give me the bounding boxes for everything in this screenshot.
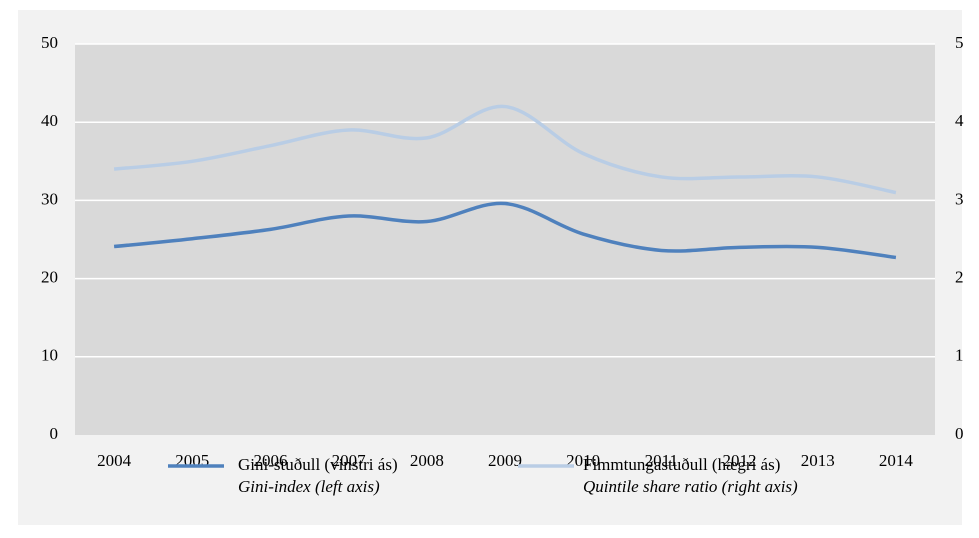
y-tick-label: 50 — [41, 33, 58, 52]
y2-tick-label: 1 — [955, 346, 964, 365]
line-series — [113, 104, 897, 195]
x-tick-label: 2012 — [723, 451, 757, 470]
x-tick-label: 2007 — [332, 451, 367, 470]
x-tick-label: 2004 — [97, 451, 132, 470]
x-tick-label: 2010 — [566, 451, 600, 470]
y2-tick-label: 4 — [955, 111, 964, 130]
legend-label: Fimmtungastuðull (hægri ás) — [583, 455, 780, 474]
y2-tick-label: 5 — [955, 33, 964, 52]
y-tick-label: 30 — [41, 189, 58, 208]
legend-sublabel: Quintile share ratio (right axis) — [583, 477, 798, 496]
x-tick-label: 2011 — [645, 451, 678, 470]
y-tick-label: 40 — [41, 111, 58, 130]
x-tick-label: 2008 — [410, 451, 444, 470]
y-tick-label: 20 — [41, 268, 58, 287]
x-tick-label: 2013 — [801, 451, 835, 470]
x-tick-label: 2014 — [879, 451, 914, 470]
legend-label: Gini-stuðull (vinstri ás) — [238, 455, 398, 474]
legend-sublabel: Gini-index (left axis) — [238, 477, 380, 496]
line-series — [113, 201, 897, 260]
y2-tick-label: 3 — [955, 189, 964, 208]
x-tick-label: 2009 — [488, 451, 522, 470]
y2-tick-label: 2 — [955, 268, 964, 287]
y-tick-label: 10 — [41, 346, 58, 365]
x-tick-label: 2006 — [253, 451, 287, 470]
plot-area — [75, 44, 935, 435]
y-tick-label: 0 — [50, 424, 59, 443]
y2-tick-label: 0 — [955, 424, 964, 443]
